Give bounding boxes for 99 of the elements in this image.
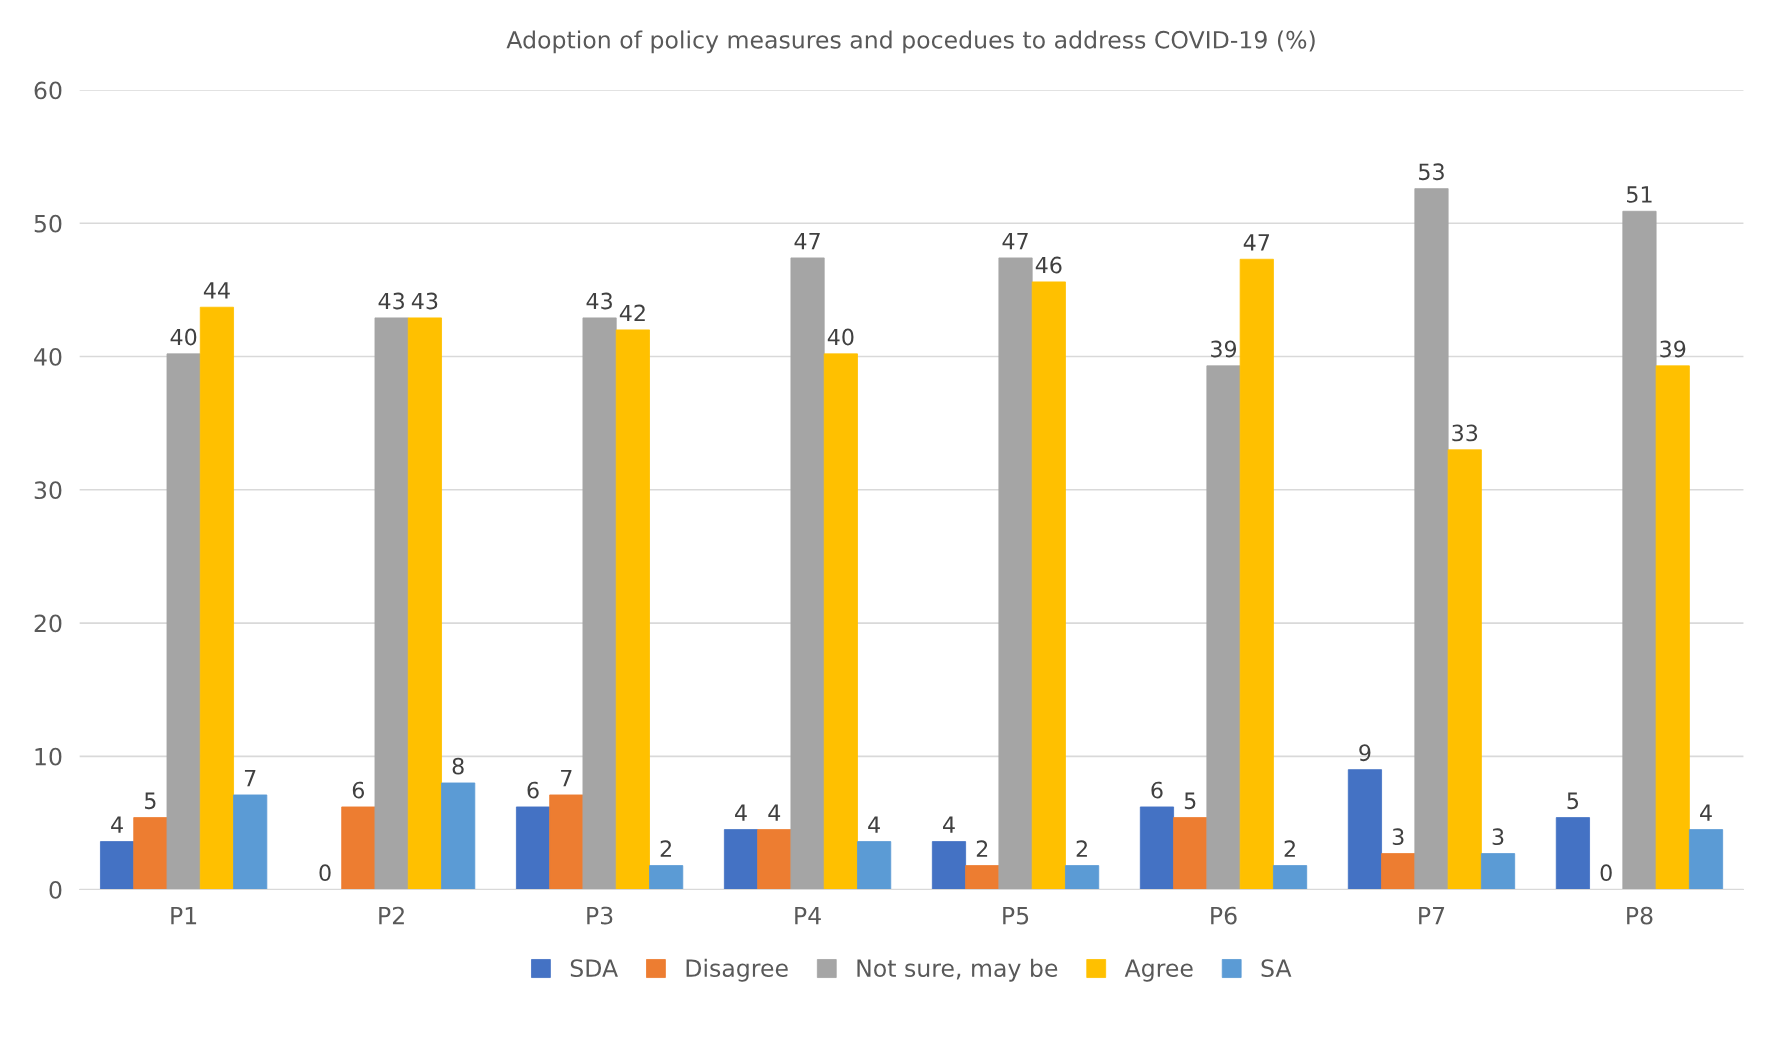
data-label: 3 [1392, 828, 1404, 846]
data-label: 39 [1211, 340, 1237, 358]
data-label: 4 [868, 816, 880, 833]
data-label: 4 [111, 816, 123, 833]
bar [998, 257, 1033, 890]
bar [441, 782, 476, 890]
bar [1688, 829, 1724, 890]
data-label: 2 [1284, 840, 1295, 857]
data-label: 6 [352, 781, 365, 799]
data-label: 4 [768, 804, 781, 821]
bar [1065, 865, 1100, 890]
bar [1655, 365, 1690, 890]
bar [1239, 258, 1274, 890]
bar [931, 841, 967, 890]
data-label: 47 [1002, 232, 1028, 250]
y-tick-label: 0 [49, 881, 62, 899]
bar [407, 317, 442, 890]
bar [166, 353, 201, 890]
legend-label: SDA [570, 959, 618, 978]
data-label: 33 [1452, 424, 1478, 442]
legend-label: Disagree [686, 958, 788, 982]
y-tick-label: 40 [34, 347, 62, 366]
data-label: 2 [976, 840, 988, 857]
bar [1347, 769, 1382, 890]
x-tick-label: P7 [1419, 906, 1445, 925]
bar [199, 306, 234, 890]
bar [1031, 281, 1066, 890]
bar [857, 841, 892, 890]
data-label: 9 [1359, 744, 1371, 762]
bar [100, 841, 135, 890]
data-label: 51 [1627, 186, 1652, 203]
data-label: 44 [203, 282, 230, 299]
bar [649, 865, 684, 890]
bar [341, 806, 376, 890]
bar [133, 817, 168, 890]
data-label: 7 [244, 769, 256, 787]
bar [515, 806, 551, 890]
bar [1381, 853, 1416, 890]
legend-label: Not sure, may be [857, 958, 1058, 982]
bar [1173, 817, 1208, 890]
bar [233, 794, 268, 890]
data-label: 0 [319, 864, 331, 882]
y-tick-label: 60 [34, 81, 62, 100]
data-label: 39 [1660, 340, 1686, 358]
bar [723, 829, 759, 890]
bar [1273, 865, 1308, 890]
data-label: 43 [378, 292, 404, 310]
chart-title: Adoption of policy measures and pocedues to address COVID-19 (%) [506, 30, 1315, 54]
data-label: 47 [794, 232, 820, 250]
data-label: 6 [1151, 781, 1163, 799]
x-tick-label: P5 [1003, 906, 1029, 925]
y-tick-label: 10 [35, 747, 62, 766]
data-label: 40 [827, 328, 854, 346]
bar [615, 329, 650, 890]
data-label: 40 [170, 328, 197, 346]
legend-label: SA [1261, 959, 1292, 978]
bar [549, 794, 584, 890]
x-tick-label: P4 [795, 906, 821, 925]
data-label: 6 [527, 781, 539, 799]
bar [582, 317, 617, 890]
bar [1139, 806, 1175, 890]
data-label: 2 [660, 840, 671, 857]
data-label: 43 [411, 292, 438, 310]
bar [1622, 210, 1657, 890]
data-label: 2 [1076, 840, 1087, 857]
x-tick-label: P6 [1211, 906, 1237, 925]
data-label: 5 [145, 792, 156, 810]
legend-label: Agree [1124, 959, 1193, 982]
x-tick-label: P1 [171, 906, 197, 925]
bar [1206, 365, 1241, 890]
data-label: 53 [1419, 163, 1444, 181]
data-label: 4 [735, 804, 747, 821]
x-tick-label: P8 [1627, 906, 1653, 925]
bar [374, 317, 409, 890]
data-label: 4 [1700, 804, 1712, 821]
bar [965, 865, 1000, 890]
data-label: 3 [1492, 828, 1504, 846]
x-tick-label: P3 [587, 906, 613, 925]
data-label: 43 [586, 292, 612, 310]
data-label: 42 [619, 304, 645, 322]
bar [790, 257, 825, 890]
x-tick-label: P2 [379, 906, 404, 925]
data-label: 7 [561, 769, 572, 787]
data-label: 5 [1184, 792, 1196, 810]
y-tick-label: 30 [34, 481, 62, 500]
bar [1414, 188, 1449, 890]
bar [1447, 449, 1482, 890]
bar [1480, 853, 1516, 890]
data-label: 5 [1567, 792, 1579, 810]
data-label: 8 [452, 757, 464, 775]
data-label: 46 [1035, 256, 1062, 274]
bar [823, 353, 858, 890]
data-label: 4 [943, 816, 955, 833]
bar [757, 829, 792, 890]
y-tick-label: 50 [34, 214, 62, 233]
bar [1555, 817, 1590, 890]
y-tick-label: 20 [34, 614, 62, 633]
data-label: 47 [1243, 234, 1270, 251]
data-label: 0 [1600, 864, 1612, 882]
